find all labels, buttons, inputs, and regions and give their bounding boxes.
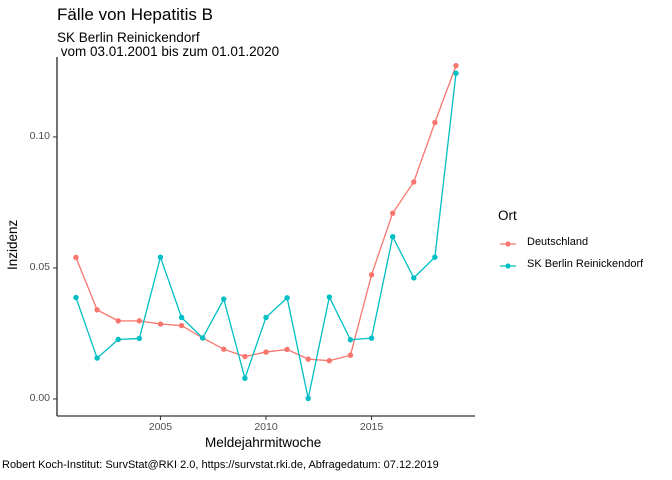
x-axis-label: Meldejahrmitwoche [205, 435, 322, 450]
x-tick-label: 2015 [359, 421, 384, 433]
data-point-deutschland [347, 352, 354, 358]
x-tick-label: 2010 [254, 421, 278, 433]
data-point-deutschland [157, 321, 164, 327]
data-point-reinickendorf [432, 254, 438, 260]
data-point-reinickendorf [178, 314, 185, 321]
data-point-deutschland [263, 349, 269, 355]
data-point-deutschland [453, 62, 459, 69]
data-point-reinickendorf [284, 295, 290, 301]
data-point-reinickendorf [73, 294, 79, 301]
data-point-reinickendorf [263, 314, 269, 321]
legend-label-deutschland: Deutschland [527, 236, 589, 248]
data-point-reinickendorf [94, 355, 100, 361]
data-point-deutschland [73, 254, 79, 261]
data-point-reinickendorf [453, 70, 459, 76]
data-point-reinickendorf [389, 234, 396, 240]
legend-label-reinickendorf: SK Berlin Reinickendorf [527, 258, 644, 270]
data-point-deutschland [242, 353, 248, 360]
data-point-deutschland [432, 119, 438, 126]
data-point-reinickendorf [136, 335, 143, 342]
data-point-reinickendorf [242, 375, 248, 381]
data-point-reinickendorf [326, 294, 333, 300]
legend-key-deutschland [500, 241, 516, 247]
chart-caption: Robert Koch-Institut: SurvStat@RKI 2.0, … [2, 459, 439, 471]
x-tick-label: 2005 [148, 421, 173, 433]
data-point-reinickendorf [305, 395, 311, 402]
data-point-reinickendorf [115, 336, 121, 343]
data-point-reinickendorf [221, 296, 227, 302]
legend-title: Ort [498, 208, 517, 223]
data-point-deutschland [136, 318, 143, 324]
y-tick-label: 0.00 [29, 391, 50, 404]
data-point-reinickendorf [347, 337, 354, 343]
data-point-deutschland [326, 358, 333, 364]
data-point-deutschland [368, 272, 375, 278]
data-point-deutschland [284, 346, 290, 353]
data-point-reinickendorf [199, 335, 206, 341]
data-point-deutschland [305, 356, 311, 362]
chart-subtitle: SK Berlin Reinickendorf vom 03.01.2001 b… [57, 30, 280, 59]
data-point-reinickendorf [411, 275, 417, 281]
data-point-deutschland [411, 179, 417, 185]
legend-key-reinickendorf [500, 263, 516, 269]
y-tick-label: 0.10 [29, 129, 50, 142]
data-point-deutschland [389, 210, 396, 216]
chart-title: Fälle von Hepatitis B [57, 5, 213, 24]
data-point-reinickendorf [368, 335, 375, 341]
y-tick-label: 0.05 [29, 260, 50, 273]
data-point-deutschland [221, 346, 227, 352]
data-point-deutschland [178, 322, 185, 329]
y-axis-label: Inzidenz [5, 219, 20, 270]
data-point-deutschland [115, 318, 121, 324]
data-point-reinickendorf [157, 254, 164, 260]
data-point-deutschland [94, 307, 100, 313]
